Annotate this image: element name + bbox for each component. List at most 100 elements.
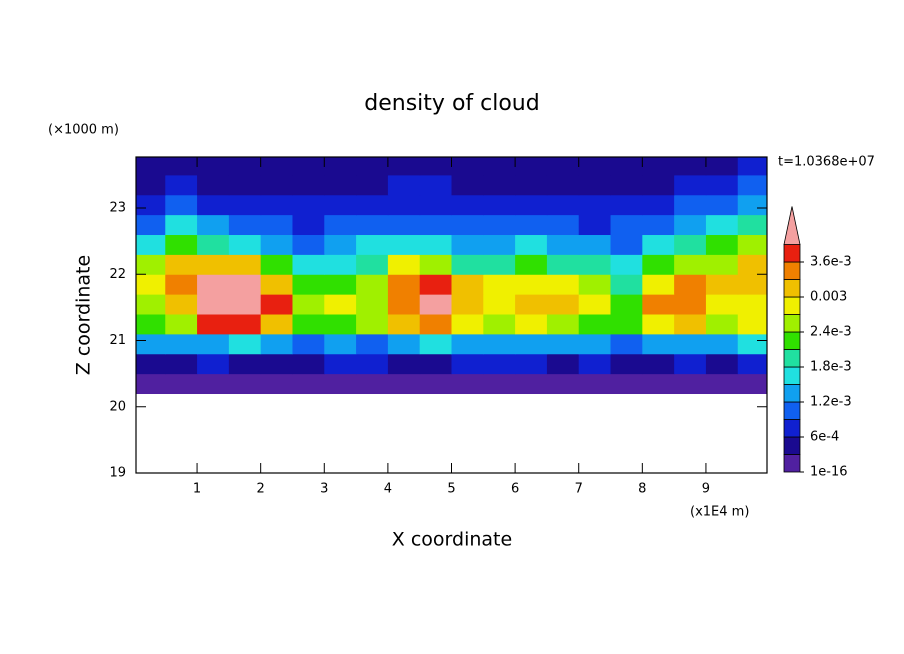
contour-cell [228,274,262,295]
contour-cell [642,234,675,255]
contour-cell [737,254,767,275]
colorbar-label: 1.8e-3 [810,360,852,375]
contour-cell [387,214,421,236]
contour-cell [451,234,484,255]
contour-cell [610,214,643,236]
x-tick-label: 9 [702,482,710,497]
contour-cell [324,333,357,355]
contour-cell [356,234,389,255]
contour-cell [610,174,643,196]
contour-cell [260,194,293,216]
contour-cell [324,194,357,216]
contour-cell [324,373,357,395]
contour-cell [578,234,612,255]
contour-cell [197,294,230,315]
contour-cell [705,194,739,216]
contour-cell [483,314,516,335]
colorbar-box [783,349,801,368]
contour-cell [515,234,548,255]
colorbar-box [783,296,801,315]
contour-cell [737,333,767,355]
contour-cell [515,294,548,315]
contour-cell [642,157,675,176]
y-axis-title: Z coordinate [73,255,95,375]
contour-cell [292,194,325,216]
contour-cell [674,353,707,375]
contour-cell [197,333,230,355]
contour-cell [451,373,484,395]
contour-cell [165,274,198,295]
contour-cell [419,274,452,295]
contour-cell [610,157,643,176]
time-label: t=1.0368e+07 [778,155,875,170]
contour-cell [228,333,262,355]
contour-cell [387,274,421,295]
contour-cell [483,274,516,295]
contour-cell [419,333,452,355]
contour-cell [546,274,580,295]
x-tick-label: 8 [638,482,646,497]
contour-cell [546,333,580,355]
contour-cell [737,274,767,295]
contour-cell [705,174,739,196]
contour-cell [546,353,580,375]
contour-cell [419,373,452,395]
contour-cell [387,333,421,355]
contour-cell [642,254,675,275]
contour-cell [197,174,230,196]
contour-cell [228,353,262,375]
contour-cell [578,373,612,395]
contour-cell [136,373,166,395]
contour-cell [483,373,516,395]
contour-cell [546,254,580,275]
contour-cell [136,353,166,375]
contour-cell [387,174,421,196]
contour-cell [515,214,548,236]
contour-cell [228,157,262,176]
contour-cell [483,333,516,355]
contour-cell [136,333,166,355]
contour-cell [136,194,166,216]
contour-cell [165,333,198,355]
contour-cell [419,353,452,375]
contour-cell [705,294,739,315]
contour-cell [197,157,230,176]
contour-cell [136,314,166,335]
contour-cell [546,214,580,236]
x-tick-label: 4 [384,482,392,497]
contour-cell [387,353,421,375]
contour-cell [292,274,325,295]
contour-cell [546,194,580,216]
contour-cell [578,157,612,176]
contour-cell [292,214,325,236]
contour-cell [419,214,452,236]
x-unit: (x1E4 m) [690,505,749,520]
contour-cell [324,274,357,295]
contour-cell [324,214,357,236]
contour-cell [260,294,293,315]
contour-cell [483,294,516,315]
contour-cell [324,234,357,255]
contour-cell [228,254,262,275]
colorbar-over [783,206,801,245]
contour-cell [737,214,767,236]
contour-cell [292,294,325,315]
contour-cell [324,157,357,176]
contour-cell [515,174,548,196]
contour-cell [610,373,643,395]
contour-cell [136,157,166,176]
contour-cell [260,254,293,275]
contour-cell [610,274,643,295]
contour-cell [451,333,484,355]
contour-cell [705,214,739,236]
colorbar-box [783,384,801,403]
contour-cell [674,254,707,275]
contour-cell [228,373,262,395]
colorbar-box [783,401,801,420]
contour-cell [419,234,452,255]
contour-cell [674,174,707,196]
contour-cell [292,234,325,255]
contour-cell [451,157,484,176]
contour-cell [387,254,421,275]
contour-cell [674,157,707,176]
